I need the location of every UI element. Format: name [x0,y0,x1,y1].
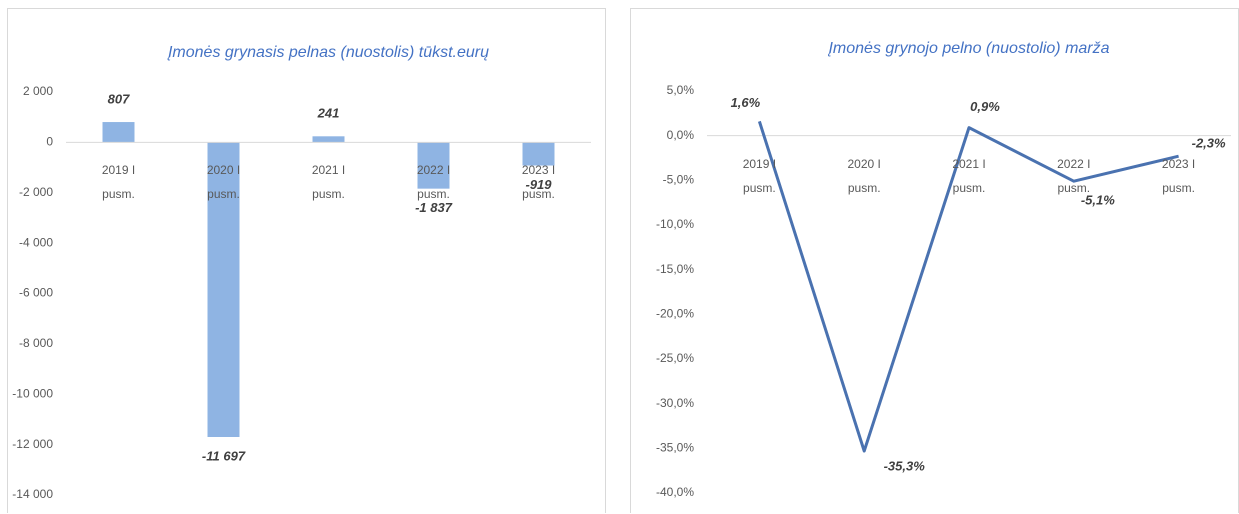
chart-panel: Įmonės grynojo pelno (nuostolio) marža 5,… [630,8,1239,513]
x-tick-label: 2023 I pusm. [1161,156,1196,195]
x-tick-label: 2019 I pusm. [101,163,136,202]
chart: Įmonės grynasis pelnas (nuostolis) tūkst… [12,44,591,501]
x-tick-label: 2022 I pusm. [416,163,451,202]
chart-title: Įmonės grynasis pelnas (nuostolis) tūkst… [167,44,489,61]
data-label: 241 [317,106,340,121]
data-label: -35,3% [884,458,926,473]
bar [522,142,555,166]
y-tick-label: -6 000 [19,286,53,300]
y-tick-label: -5,0% [663,173,695,187]
data-label: -919 [525,177,552,192]
x-tick-label: 2019 I pusm. [742,156,777,195]
y-tick-label: -20,0% [656,307,694,321]
y-tick-label: -40,0% [656,485,694,499]
y-tick-label: 2 000 [23,84,53,98]
y-tick-label: 0 [46,135,53,149]
y-tick-label: -15,0% [656,262,694,276]
data-label: 807 [108,91,130,106]
y-tick-label: -10,0% [656,217,694,231]
data-label: -2,3% [1192,136,1226,151]
data-label: -1 837 [415,200,453,215]
data-label: -5,1% [1081,193,1115,208]
x-tick-label: 2021 I pusm. [952,156,986,195]
y-tick-label: -4 000 [19,235,53,249]
x-tick-label: 2020 I pusm. [206,163,241,202]
chart-title: Įmonės grynojo pelno (nuostolio) marža [827,40,1109,57]
y-tick-label: 5,0% [667,83,695,97]
x-tick-label: 2020 I pusm. [847,156,881,195]
y-tick-label: -12 000 [12,437,53,451]
data-label: 1,6% [731,95,761,110]
bar [102,122,135,143]
x-tick-label: 2022 I pusm. [1057,156,1091,195]
bar [207,142,240,437]
y-tick-label: -2 000 [19,185,53,199]
data-label: -11 697 [202,448,246,463]
x-tick-label: 2023 I pusm. [521,163,556,202]
bar [312,136,345,143]
bar [417,142,450,189]
y-tick-label: -30,0% [656,396,694,410]
y-tick-label: -14 000 [12,487,53,501]
y-tick-label: -25,0% [656,351,694,365]
x-tick-label: 2021 I pusm. [311,163,346,202]
data-label: 0,9% [970,99,1000,114]
chart-panel: Įmonės grynasis pelnas (nuostolis) tūkst… [7,8,606,513]
y-tick-label: -8 000 [19,336,53,350]
chart: Įmonės grynojo pelno (nuostolio) marža 5,… [656,40,1231,499]
y-tick-label: -35,0% [656,441,694,455]
y-tick-label: -10 000 [12,386,53,400]
y-tick-label: 0,0% [667,128,695,142]
line [757,120,1179,453]
